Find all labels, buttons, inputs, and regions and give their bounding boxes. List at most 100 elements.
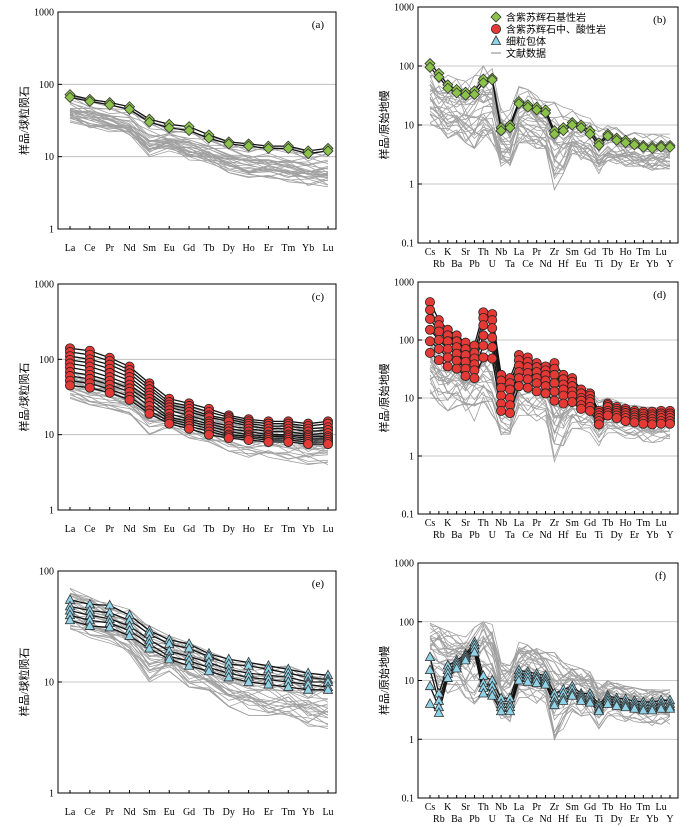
x-tick-label: Sm — [143, 243, 157, 254]
y-tick-label: 1000 — [34, 280, 54, 291]
data-point — [303, 439, 314, 450]
x-tick-label: Pr — [532, 802, 542, 813]
x-tick-label: Ce — [522, 259, 534, 270]
background-line — [69, 392, 329, 465]
x-tick-label: Tm — [281, 243, 295, 254]
background-line — [69, 114, 329, 182]
x-tick-label: La — [514, 802, 525, 813]
x-tick-label: Ba — [451, 530, 463, 541]
y-tick-label: 100 — [39, 567, 54, 578]
x-tick-label: La — [65, 524, 76, 535]
x-tick-label: Hf — [558, 814, 569, 825]
sample-series — [424, 636, 676, 717]
x-tick-label: Sm — [566, 518, 580, 529]
data-point — [665, 418, 676, 429]
data-point — [84, 95, 96, 108]
x-tick-label: Gd — [584, 802, 596, 813]
data-point — [584, 128, 596, 140]
y-axis-title: 样品/原始地幔 — [377, 646, 391, 715]
x-tick-label: Y — [666, 530, 673, 541]
x-tick-label: Er — [264, 243, 274, 254]
data-point — [593, 705, 605, 716]
data-point — [549, 386, 560, 397]
data-point — [531, 104, 543, 116]
legend-label: 细粒包体 — [506, 35, 546, 48]
background-line — [429, 96, 671, 164]
x-tick-label: Ho — [242, 243, 254, 254]
data-point — [540, 388, 551, 399]
x-tick-label: Pr — [105, 524, 115, 535]
data-point — [424, 324, 435, 335]
y-tick-label: 100 — [399, 336, 414, 347]
data-point — [243, 676, 254, 686]
x-tick-label: Rb — [433, 814, 445, 825]
background-line — [69, 102, 329, 165]
data-point — [302, 148, 314, 160]
legend-label: 文献数据 — [506, 47, 546, 60]
x-tick-label: Eu — [576, 259, 587, 270]
data-point — [478, 687, 489, 698]
data-point — [183, 124, 195, 137]
x-tick-label: Tb — [203, 243, 214, 254]
data-point — [539, 107, 552, 119]
background-series — [69, 95, 329, 188]
x-tick-label: Tb — [602, 518, 613, 529]
legend-diamond-icon — [490, 11, 502, 23]
x-tick-label: Dy — [611, 530, 623, 541]
x-tick-label: La — [514, 518, 525, 529]
data-point — [478, 352, 489, 363]
background-line — [429, 621, 671, 692]
data-point — [322, 683, 334, 694]
chart-panel-f: 0.1 1 10 100 1000 CsRbKBaSrPbThUNbTaLaCePrNdZ… — [377, 559, 679, 825]
x-tick-label: Er — [630, 530, 640, 541]
sample-series — [424, 297, 676, 430]
x-tick-label: Ho — [242, 524, 254, 535]
data-point — [584, 696, 596, 707]
x-tick-label: Zr — [550, 247, 560, 258]
data-point — [504, 384, 515, 395]
x-tick-label: Dy — [223, 243, 235, 254]
x-tick-label: Lu — [322, 524, 333, 535]
data-point — [513, 674, 525, 685]
data-point — [203, 665, 215, 676]
data-point — [628, 139, 641, 151]
data-point — [469, 646, 480, 657]
data-point — [558, 695, 569, 705]
data-point — [203, 429, 214, 440]
data-point — [611, 413, 622, 424]
x-tick-label: Gd — [183, 807, 195, 818]
y-tick-label: 100 — [399, 62, 414, 73]
data-point — [504, 122, 516, 134]
data-point — [144, 408, 155, 419]
data-point — [424, 698, 436, 708]
x-tick-label: La — [514, 247, 525, 258]
data-point — [548, 128, 561, 140]
legend-label: 含紫苏辉石中、酸性岩 — [506, 23, 606, 36]
data-point — [531, 677, 542, 688]
x-tick-label: Nb — [495, 247, 507, 258]
x-tick-label: Tb — [602, 802, 613, 813]
panel-label: (c) — [312, 291, 325, 303]
x-tick-label: Eu — [164, 524, 175, 535]
x-tick-label: Tb — [203, 524, 214, 535]
data-point — [593, 139, 605, 152]
data-point — [143, 116, 155, 128]
x-tick-label: U — [489, 530, 497, 541]
data-point — [442, 352, 453, 363]
x-tick-label: Tb — [203, 807, 214, 818]
x-tick-label: Ce — [522, 814, 534, 825]
x-tick-label: Dy — [611, 814, 623, 825]
x-tick-label: Ho — [242, 807, 254, 818]
legend-label: 含紫苏辉石基性岩 — [506, 11, 586, 24]
data-point — [144, 642, 155, 653]
x-tick-label: Ta — [505, 814, 515, 825]
data-point — [262, 142, 275, 154]
data-point — [243, 434, 254, 445]
data-point — [468, 88, 481, 100]
y-tick-label: 10 — [404, 676, 414, 687]
y-tick-label: 1000 — [34, 8, 54, 19]
data-point — [567, 397, 578, 408]
data-point — [486, 689, 498, 700]
panel-label: (d) — [653, 289, 666, 301]
